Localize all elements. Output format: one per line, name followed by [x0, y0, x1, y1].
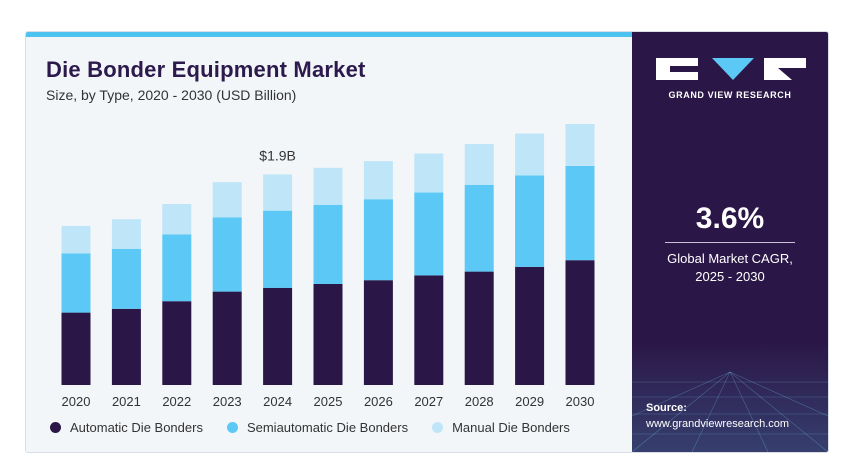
bar-manual-die-bonders-2023 [212, 182, 242, 218]
bar-manual-die-bonders-2027 [414, 153, 444, 193]
legend-swatch [50, 422, 61, 433]
bar-manual-die-bonders-2021 [111, 219, 141, 249]
bar-manual-die-bonders-2026 [363, 161, 393, 200]
bar-semiautomatic-die-bonders-2025 [313, 204, 343, 284]
bar-semiautomatic-die-bonders-2020 [61, 253, 91, 313]
bar-manual-die-bonders-2030 [565, 124, 595, 166]
legend-swatch [432, 422, 444, 433]
bar-automatic-die-bonders-2028 [464, 271, 494, 385]
bar-manual-die-bonders-2029 [515, 133, 545, 176]
legend-label: Semiautomatic Die Bonders [246, 420, 409, 435]
x-tick-label-2029: 2029 [515, 394, 544, 409]
chart-panel: Die Bonder Equipment Market Size, by Typ… [26, 37, 632, 452]
bar-automatic-die-bonders-2021 [111, 308, 141, 385]
cagr-label: Global Market CAGR, 2025 - 2030 [632, 250, 828, 286]
bar-semiautomatic-die-bonders-2030 [565, 165, 595, 261]
bar-manual-die-bonders-2024 [263, 174, 293, 211]
bar-automatic-die-bonders-2020 [61, 312, 91, 385]
bar-semiautomatic-die-bonders-2024 [263, 210, 293, 288]
cagr-value: 3.6% [695, 202, 765, 235]
bar-semiautomatic-die-bonders-2022 [162, 234, 192, 302]
x-tick-label-2025: 2025 [314, 394, 343, 409]
stacked-bar-chart: 2020 2021 2022 2023 2024 2025 2026 2027 2028 2029… [61, 124, 595, 409]
bar-semiautomatic-die-bonders-2028 [464, 184, 494, 272]
source-label: Source: [646, 402, 687, 414]
chart-subtitle: Size, by Type, 2020 - 2030 (USD Billion) [46, 87, 297, 103]
x-tick-label-2021: 2021 [112, 394, 141, 409]
grand-view-research-logo [656, 58, 806, 80]
brand-name: GRAND VIEW RESEARCH [668, 90, 792, 100]
source-url: www.grandviewresearch.com [646, 418, 790, 430]
bar-semiautomatic-die-bonders-2026 [363, 199, 393, 281]
cagr-label-line2: 2025 - 2030 [695, 269, 765, 284]
legend-item-manual-die-bonders: Manual Die Bonders [432, 420, 570, 435]
data-label-2024: $1.9B [259, 147, 296, 163]
bar-automatic-die-bonders-2022 [162, 301, 192, 385]
legend-item-automatic-die-bonders: Automatic Die Bonders [50, 420, 203, 435]
x-tick-label-2030: 2030 [566, 394, 595, 409]
x-tick-label-2027: 2027 [414, 394, 443, 409]
bar-semiautomatic-die-bonders-2021 [111, 248, 141, 309]
x-tick-label-2022: 2022 [162, 394, 191, 409]
info-panel: GRAND VIEW RESEARCH 3.6% Global Market C… [632, 32, 828, 452]
bar-manual-die-bonders-2025 [313, 167, 343, 205]
cagr-label-line1: Global Market CAGR, [667, 251, 793, 266]
chart-title: Die Bonder Equipment Market [46, 57, 366, 82]
bar-automatic-die-bonders-2029 [515, 266, 545, 385]
bar-semiautomatic-die-bonders-2027 [414, 192, 444, 276]
x-tick-label-2026: 2026 [364, 394, 393, 409]
bar-automatic-die-bonders-2030 [565, 260, 595, 385]
cagr-divider [665, 242, 795, 243]
bar-manual-die-bonders-2020 [61, 225, 91, 254]
x-tick-label-2028: 2028 [465, 394, 494, 409]
grid-floor-decoration [632, 342, 828, 452]
legend-item-semiautomatic-die-bonders: Semiautomatic Die Bonders [226, 420, 409, 435]
bar-automatic-die-bonders-2025 [313, 284, 343, 385]
bar-automatic-die-bonders-2027 [414, 275, 444, 385]
legend-swatch [226, 422, 238, 433]
x-tick-label-2023: 2023 [213, 394, 242, 409]
bar-semiautomatic-die-bonders-2023 [212, 217, 242, 292]
bar-automatic-die-bonders-2026 [363, 280, 393, 385]
bar-automatic-die-bonders-2024 [263, 287, 293, 385]
accent-strip [26, 32, 632, 37]
chart-legend: Automatic Die Bonders Semiautomatic Die B… [50, 420, 594, 435]
bar-semiautomatic-die-bonders-2029 [515, 175, 545, 267]
bar-manual-die-bonders-2028 [464, 144, 494, 185]
chart-card: Die Bonder Equipment Market Size, by Typ… [25, 31, 829, 453]
x-tick-label-2020: 2020 [62, 394, 91, 409]
bar-manual-die-bonders-2022 [162, 204, 192, 235]
legend-label: Manual Die Bonders [452, 420, 570, 435]
bar-automatic-die-bonders-2023 [212, 291, 242, 385]
legend-label: Automatic Die Bonders [70, 420, 203, 435]
x-tick-label-2024: 2024 [263, 394, 292, 409]
